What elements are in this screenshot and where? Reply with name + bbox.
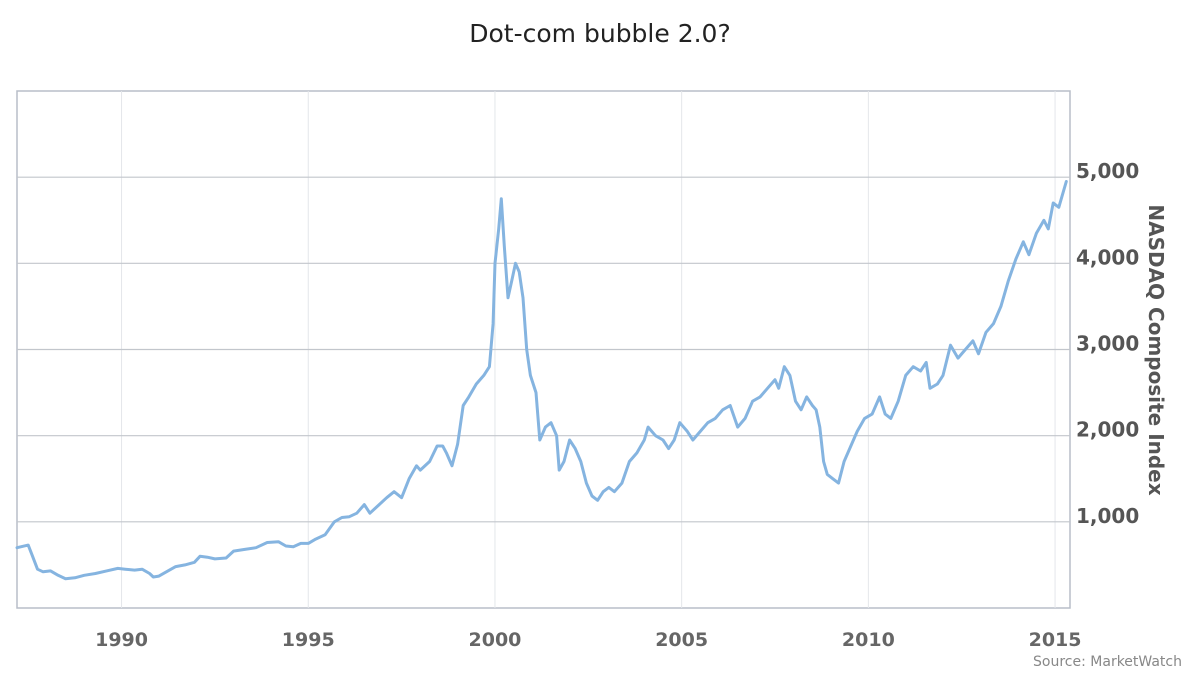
y-tick-label: 5,000 [1076, 159, 1139, 183]
x-tick-label: 2010 [842, 629, 895, 651]
y-tick-label: 2,000 [1076, 418, 1139, 442]
y-axis-label: NASDAQ Composite Index [1144, 204, 1168, 495]
y-tick-label: 4,000 [1076, 245, 1139, 269]
x-tick-label: 1990 [95, 629, 148, 651]
x-tick-label: 2005 [655, 629, 708, 651]
x-tick-label: 1995 [282, 629, 335, 651]
chart-title: Dot-com bubble 2.0? [469, 19, 730, 48]
nasdaq-series-line [15, 180, 1068, 581]
x-tick-label: 2015 [1029, 629, 1082, 651]
series-layer [15, 180, 1068, 581]
source-note: Source: MarketWatch [1033, 654, 1182, 670]
x-tick-labels: 1990 1995 2000 2005 2010 2015 [95, 629, 1081, 651]
y-tick-label: 3,000 [1076, 332, 1139, 356]
x-tick-label: 2000 [469, 629, 522, 651]
y-tick-label: 1,000 [1076, 504, 1139, 528]
y-gridlines [17, 176, 1070, 523]
y-tick-labels: 1,000 2,000 3,000 4,000 5,000 [1076, 159, 1139, 528]
